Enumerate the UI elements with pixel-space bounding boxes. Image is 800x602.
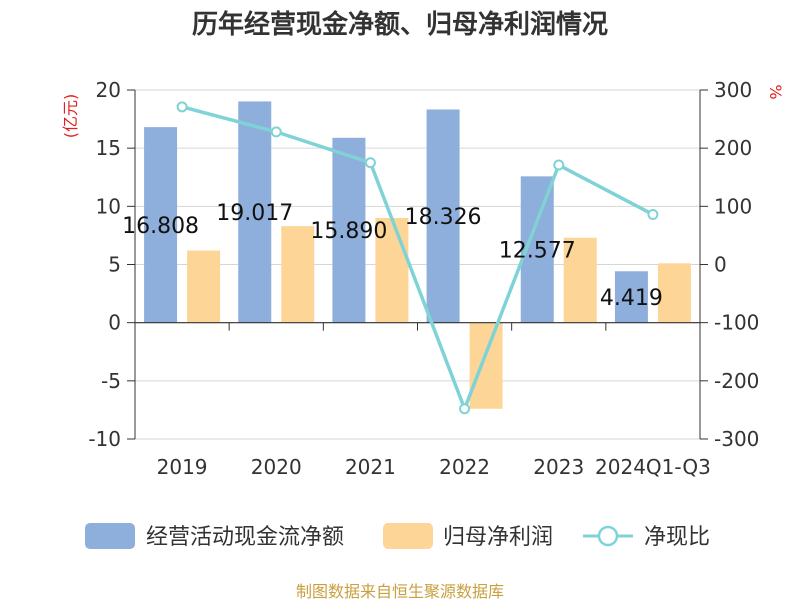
ratio-point (364, 157, 376, 169)
cash-flow-bar (144, 127, 178, 323)
legend-swatch-cash-flow (85, 523, 135, 549)
legend-label-cash-flow: 经营活动现金流净额 (146, 525, 344, 550)
left-axis-tick-label: 10 (96, 194, 121, 218)
cash-flow-data-label: 16.808 (122, 214, 199, 239)
cash-flow-data-label: 4.419 (600, 286, 663, 311)
right-axis-tick-label: -300 (714, 427, 759, 451)
right-axis-tick-label: 300 (714, 78, 752, 102)
right-axis-tick-label: -200 (714, 369, 759, 393)
left-axis-tick-label: 20 (96, 78, 121, 102)
net-profit-bar (469, 322, 503, 409)
right-axis-tick-label: -100 (714, 311, 759, 335)
left-axis-tick-label: 5 (108, 253, 121, 277)
net-profit-bar (281, 226, 315, 323)
cash-flow-bar (332, 137, 366, 323)
left-axis-tick-label: -10 (88, 427, 121, 451)
legend-label-net-profit: 归母净利润 (443, 525, 553, 550)
ratio-point (459, 403, 471, 415)
legend: 经营活动现金流净额 归母净利润 净现比 (85, 523, 710, 550)
left-axis-tick-label: 15 (96, 136, 121, 160)
x-axis-tick-label: 2021 (345, 455, 396, 479)
x-axis-tick-label: 2022 (439, 455, 490, 479)
x-axis-tick-label: 2023 (533, 455, 584, 479)
net-profit-bar (375, 217, 409, 323)
net-profit-bar (187, 250, 221, 323)
cash-flow-data-label: 18.326 (405, 205, 482, 230)
right-axis-unit: % (766, 84, 785, 99)
cash-flow-data-label: 12.577 (499, 239, 576, 264)
x-axis-tick-label: 2020 (251, 455, 302, 479)
ratio-point (176, 101, 188, 113)
left-axis-tick-label: 0 (108, 311, 121, 335)
net-profit-bar (657, 263, 691, 323)
left-axis-unit: (亿元) (61, 94, 80, 139)
line-layer (176, 101, 659, 415)
cash-flow-data-label: 15.890 (310, 219, 387, 244)
right-axis-tick-label: 0 (714, 253, 727, 277)
ratio-point (553, 159, 565, 171)
bar-layer (144, 101, 691, 409)
chart-title: 历年经营现金净额、归母净利润情况 (191, 10, 608, 40)
cash-flow-bar (426, 109, 460, 323)
ratio-point (270, 126, 282, 138)
cash-flow-bar (238, 101, 272, 323)
source-note: 制图数据来自恒生聚源数据库 (295, 582, 504, 601)
x-axis-tick-label: 2019 (157, 455, 208, 479)
ratio-line (181, 105, 654, 414)
legend-label-ratio: 净现比 (644, 525, 710, 550)
legend-swatch-ratio-marker (597, 525, 619, 547)
net-profit-bar (563, 237, 597, 323)
cash-flow-data-label: 19.017 (216, 201, 293, 226)
label-layer: 16.808 19.017 15.890 18.326 12.577 4.419 (122, 201, 663, 311)
left-axis-tick-label: -5 (101, 369, 121, 393)
cash-flow-bar (614, 271, 648, 323)
x-axis-tick-label: 2024Q1-Q3 (595, 455, 711, 479)
right-axis-tick-label: 200 (714, 136, 752, 160)
axis-layer: -10 -5 0 5 10 15 20 -300 -200 -100 0 100 200 300 2019 2… (88, 78, 759, 479)
right-axis-tick-label: 100 (714, 194, 752, 218)
ratio-point (647, 208, 659, 220)
legend-swatch-net-profit (383, 523, 433, 549)
